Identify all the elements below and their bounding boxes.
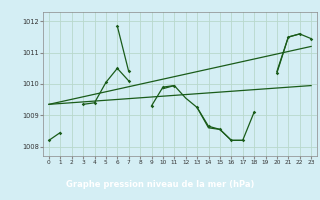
Text: Graphe pression niveau de la mer (hPa): Graphe pression niveau de la mer (hPa): [66, 180, 254, 189]
